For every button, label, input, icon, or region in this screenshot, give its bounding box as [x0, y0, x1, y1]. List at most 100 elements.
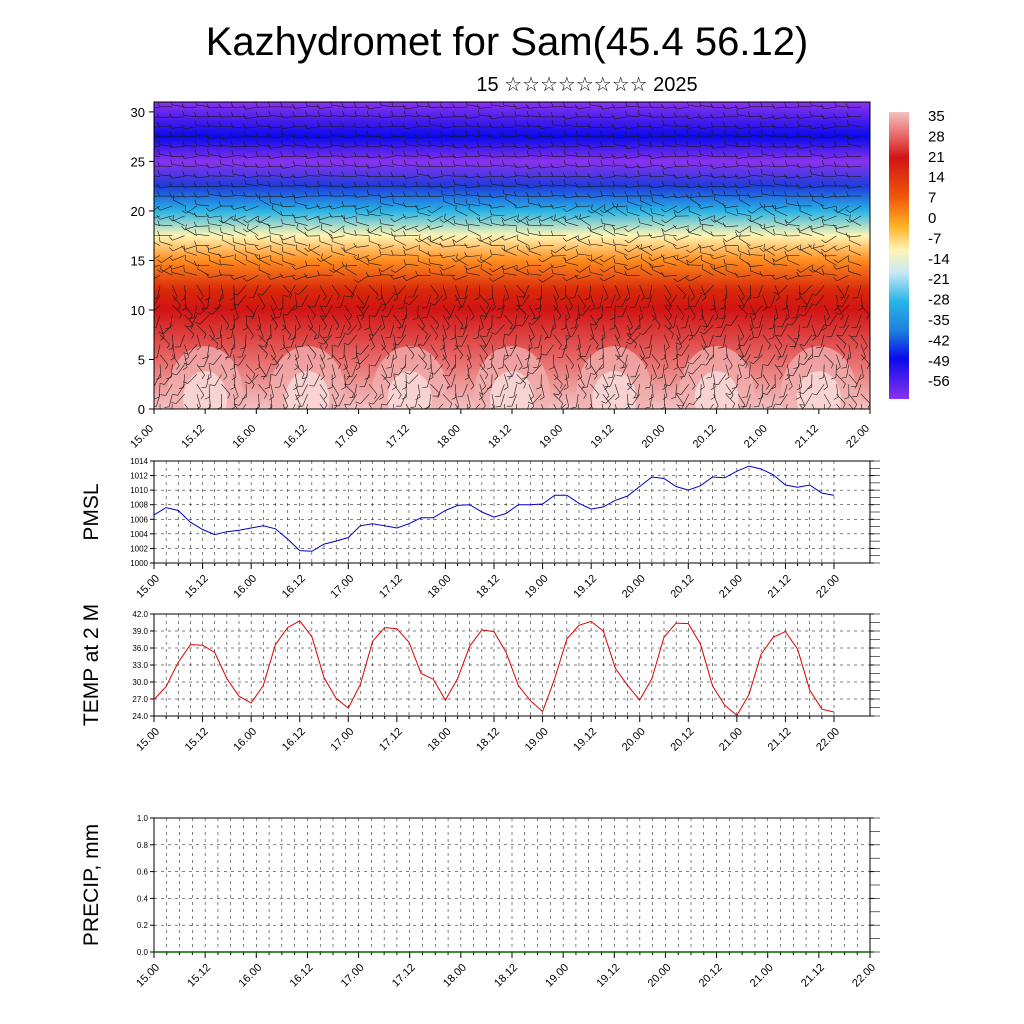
wind-barb — [848, 334, 859, 345]
wind-barb — [675, 125, 689, 128]
wind-barb — [429, 144, 443, 147]
wind-barb-flag — [714, 316, 719, 321]
wind-barb — [265, 364, 271, 377]
wind-barb-flag — [474, 297, 479, 300]
wind-barb-flag — [366, 142, 369, 147]
wind-barb-flag — [353, 162, 357, 167]
wind-barb — [602, 135, 616, 137]
wind-barb-flag — [402, 202, 406, 208]
wind-barb-flag — [317, 180, 320, 186]
wind-barb-flag — [575, 130, 578, 136]
wind-barb — [479, 354, 486, 367]
wind-barb — [565, 154, 579, 157]
wind-barb-flag — [379, 140, 382, 146]
wind-barb — [245, 126, 259, 129]
wind-barb — [590, 334, 599, 346]
wind-barb-flag — [731, 386, 737, 389]
wind-barb-flag — [612, 192, 615, 197]
wind-barb — [306, 126, 320, 129]
wind-barb-flag — [154, 357, 158, 359]
wind-barb-flag — [662, 396, 667, 400]
wind-barb — [637, 384, 640, 398]
wind-barb-flag — [343, 342, 349, 346]
wind-barb-flag — [403, 259, 406, 265]
wind-barb-flag — [607, 376, 613, 379]
warm-cell-core — [285, 371, 330, 409]
wind-barb-flag — [146, 130, 147, 135]
wind-barb-flag — [230, 182, 234, 188]
wind-barb — [558, 384, 567, 396]
wind-barb — [491, 183, 505, 187]
wind-barb — [590, 272, 603, 276]
wind-barb-flag — [476, 192, 480, 197]
wind-barb-flag — [193, 192, 197, 198]
wind-barb-flag — [497, 347, 503, 350]
wind-barb-flag — [309, 326, 314, 331]
wind-barb-flag — [560, 297, 566, 300]
wind-barb-flag — [390, 172, 394, 177]
wind-barb — [837, 205, 849, 213]
wind-barb — [431, 215, 444, 223]
wind-barb-flag — [771, 103, 775, 109]
wind-barb-flag — [353, 255, 358, 261]
wind-barb — [319, 174, 333, 177]
wind-barb — [835, 156, 849, 158]
wind-barb — [651, 194, 665, 197]
wind-barb — [171, 195, 185, 198]
wind-barb — [669, 374, 677, 386]
wind-barb-flag — [537, 217, 542, 222]
wind-barb-flag — [796, 183, 800, 189]
wind-barb-flag — [317, 190, 320, 196]
wind-barb-flag — [796, 192, 800, 197]
wind-barb-flag — [624, 131, 628, 137]
wind-barb-flag — [513, 219, 518, 223]
wind-barb — [774, 183, 788, 187]
wind-barb — [676, 144, 689, 147]
wind-barb-flag — [562, 142, 566, 148]
wind-barb-flag — [322, 316, 326, 321]
wind-barb-flag — [796, 162, 800, 168]
wind-barb-flag — [234, 414, 239, 415]
wind-barb-flag — [631, 415, 634, 419]
wind-barb-flag — [526, 120, 529, 126]
wind-barb-flag — [589, 337, 594, 341]
wind-barb-flag — [833, 161, 837, 167]
wind-barb-flag — [563, 386, 569, 390]
wind-barb-flag — [379, 208, 382, 214]
wind-barb — [503, 273, 517, 276]
wind-barb-flag — [333, 345, 339, 347]
wind-barb — [308, 245, 321, 252]
wind-barb-flag — [281, 238, 283, 244]
wind-barb — [405, 254, 419, 256]
wind-barb — [836, 384, 839, 398]
wind-barb-flag — [686, 259, 689, 265]
wind-barb — [846, 364, 850, 378]
wind-barb — [514, 334, 517, 348]
wind-barb-flag — [169, 192, 172, 198]
wind-barb — [722, 334, 727, 348]
wind-barb — [338, 334, 345, 347]
wind-barb-flag — [301, 373, 305, 379]
wind-barb — [836, 225, 849, 229]
wind-barb-flag — [672, 357, 678, 360]
wind-barb-flag — [259, 336, 264, 341]
wind-barb-flag — [390, 181, 394, 187]
wind-barb — [364, 374, 370, 387]
wind-barb-flag — [185, 224, 187, 230]
wind-barb-flag — [488, 133, 492, 139]
wind-barb-flag — [640, 204, 642, 210]
wind-barb-flag — [710, 163, 714, 169]
wind-barb-flag — [501, 142, 504, 147]
wind-barb — [677, 205, 690, 214]
wind-barb — [675, 195, 689, 198]
wind-barb-flag — [502, 268, 505, 274]
wind-barb-flag — [404, 302, 410, 305]
wind-barb-flag — [821, 251, 824, 257]
wind-barb-flag — [698, 317, 704, 321]
wind-barb-flag — [551, 141, 554, 146]
wind-barb — [664, 334, 670, 347]
wind-barb — [479, 374, 487, 387]
wind-barb — [368, 106, 382, 110]
wind-barb — [565, 334, 568, 348]
wind-barb-flag — [627, 403, 633, 406]
